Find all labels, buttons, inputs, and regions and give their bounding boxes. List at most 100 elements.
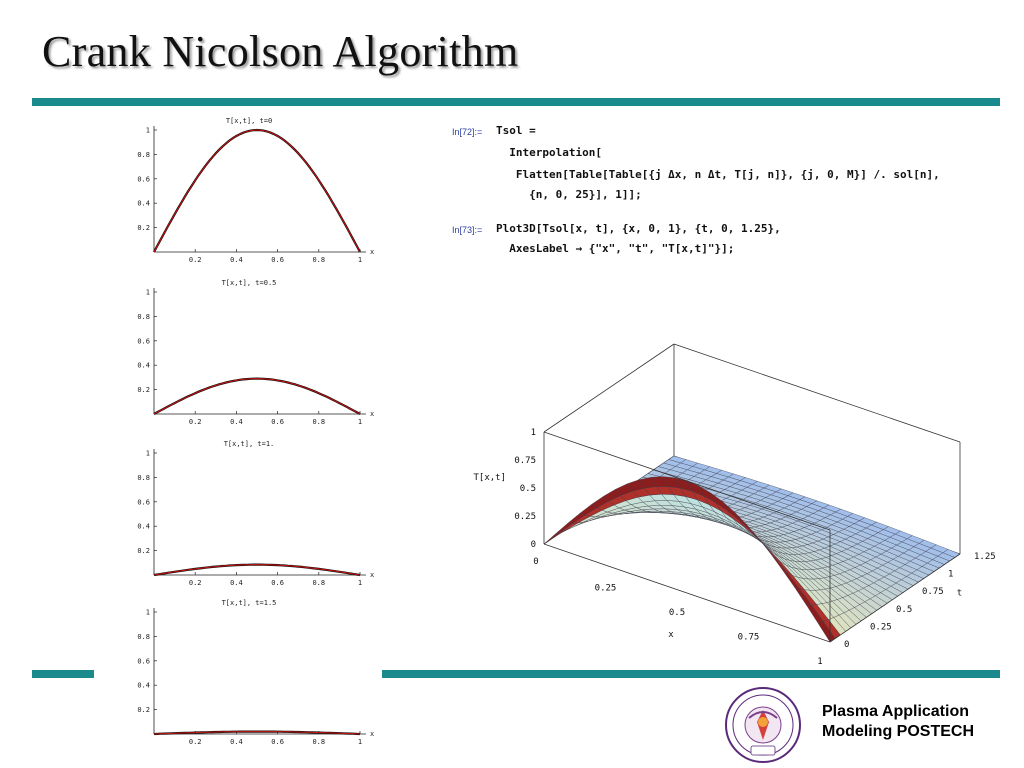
y-tick-label: 0.8 [137, 313, 150, 321]
y-tick-label: 0.4 [137, 682, 150, 690]
plot-title: T[x,t], t=0 [226, 117, 272, 125]
plot-t0-svg: T[x,t], t=00.20.40.60.810.2 0.4 0.6 0.8 1x [137, 117, 374, 264]
x-axis-label: x [370, 730, 374, 738]
organization-name: Plasma Application Modeling POSTECH [822, 702, 974, 742]
code-line: Interpolation[ [496, 146, 602, 159]
cell-prompt-73: In[73]:= [452, 225, 483, 235]
x-tick-label: 1 [358, 579, 362, 587]
y-tick-label: 0.6 [137, 498, 150, 506]
x-tick-label: 0.2 [189, 579, 202, 587]
y-tick-label: 0.8 [137, 474, 150, 482]
plot-title: T[x,t], t=1.5 [222, 599, 277, 607]
y-tick-label: 0.2 [137, 224, 150, 232]
data-line [153, 129, 361, 253]
plot-t05-svg: T[x,t], t=0.50.20.40.60.810.2 0.4 0.6 0.8 1x [137, 279, 374, 426]
x-tick-label: 0.8 [312, 579, 325, 587]
z-tick-label: 0 [531, 540, 536, 550]
y-tick-label: 1 [146, 289, 150, 297]
x-tick-label: 0.4 [230, 738, 243, 746]
x-tick-label: 0.4 [230, 256, 243, 264]
y-tick-label: 0.2 [137, 706, 150, 714]
y-tick-label: 0.6 [137, 175, 150, 183]
t-tick-label: 0.75 [922, 587, 944, 597]
plot-title: T[x,t], t=1. [224, 440, 275, 448]
x-tick-label: 1 [358, 738, 362, 746]
plot-t15-svg: T[x,t], t=1.50.20.40.60.810.2 0.4 0.6 0.8 1x [137, 599, 374, 746]
plot-t1: T[x,t], t=1. 0.2 0.4 0.6 0.8 1 0.2 0.4 0.6 0.8 1 x [118, 437, 380, 587]
notebook-cell-73: In[73]:= Plot3D[Tsol[x, t], {x, 0, 1}, {… [452, 222, 1012, 262]
top-divider [32, 98, 1000, 106]
z-tick-label: 0.75 [514, 456, 536, 466]
y-tick-label: 1 [146, 127, 150, 135]
x-tick-label: 0.75 [738, 633, 760, 643]
z-tick-label: 0.25 [514, 512, 536, 522]
x-axis-label: x [370, 571, 374, 579]
data-line [153, 378, 361, 415]
box-edge [829, 553, 961, 643]
x-tick-label-origin: 0 [533, 557, 538, 567]
notebook-cell-72: In[72]:= Tsol = Interpolation[ Flatten[T… [452, 124, 1012, 204]
box-edge [543, 431, 831, 531]
box-edge [543, 543, 831, 643]
box-edge [543, 343, 675, 433]
x-axis-label: x [668, 630, 674, 640]
t-tick-label: 0.25 [870, 622, 892, 632]
surface-patch [549, 529, 567, 541]
plot-t0: T[x,t], t=0 0.2 0.4 0.6 0.8 1 0.2 0.4 0.6 0.8 1 x [118, 114, 380, 264]
y-tick-label: 0.8 [137, 633, 150, 641]
x-tick-label: 0.6 [271, 579, 284, 587]
data-line-shadow [153, 128, 361, 253]
org-line-2: Modeling POSTECH [822, 723, 974, 740]
y-tick-label: 0.2 [137, 547, 150, 555]
y-tick-label: 0.4 [137, 362, 150, 370]
x-axis-label: x [370, 410, 374, 418]
box-edge [673, 343, 961, 443]
x-tick-label: 0.8 [312, 418, 325, 426]
data-line-shadow [153, 377, 361, 415]
x-tick-label: 0.6 [271, 256, 284, 264]
x-tick-label: 0.8 [312, 256, 325, 264]
t-tick-label: 0.5 [896, 605, 912, 615]
x-tick-label: 0.8 [312, 738, 325, 746]
org-line-1: Plasma Application [822, 703, 969, 720]
z-tick-label: 0.5 [520, 484, 536, 494]
cell-prompt-72: In[72]:= [452, 127, 483, 137]
plot-title: T[x,t], t=0.5 [222, 279, 277, 287]
page-title: Crank Nicolson Algorithm [42, 27, 519, 76]
x-tick-label: 0.6 [271, 738, 284, 746]
surface-plot: 0 0.25 0.5 0.75 1 T[x,t] 0 0.25 0.5 0.75 1 x 0 0.25 0.… [470, 280, 1000, 670]
t-axis-label: t [957, 589, 962, 599]
university-seal-icon [722, 686, 804, 764]
plot-t1-svg: T[x,t], t=1.0.20.40.60.810.2 0.4 0.6 0.8 1x [137, 440, 374, 587]
code-line: Plot3D[Tsol[x, t], {x, 0, 1}, {t, 0, 1.2… [496, 222, 781, 235]
bottom-divider-right [382, 670, 1000, 678]
code-line: Tsol = [496, 124, 536, 137]
x-tick-label: 0.2 [189, 256, 202, 264]
x-tick-label: 0.4 [230, 579, 243, 587]
x-tick-label: 0.2 [189, 418, 202, 426]
t-tick-label: 0 [844, 640, 849, 650]
code-line: {n, 0, 25}], 1]]; [496, 188, 642, 201]
x-tick-label: 0.25 [595, 584, 617, 594]
code-line: Flatten[Table[Table[{j Δx, n Δt, T[j, n]… [496, 168, 940, 181]
y-tick-label: 1 [146, 609, 150, 617]
z-tick-label: 1 [531, 428, 536, 438]
plot-t15: T[x,t], t=1.5 0.2 0.4 0.6 0.8 1 0.2 0.4 0.6 0.8 1 x [118, 596, 380, 746]
x-axis-label: x [370, 248, 374, 256]
y-tick-label: 1 [146, 450, 150, 458]
y-tick-label: 0.4 [137, 523, 150, 531]
x-tick-label: 1 [817, 657, 822, 667]
code-line: AxesLabel → {"x", "t", "T[x,t]"}]; [496, 242, 735, 255]
x-tick-label: 1 [358, 418, 362, 426]
x-tick-label: 1 [358, 256, 362, 264]
y-tick-label: 0.2 [137, 386, 150, 394]
x-tick-label: 0.6 [271, 418, 284, 426]
bottom-divider-left [32, 670, 94, 678]
plot-t05: T[x,t], t=0.5 0.2 0.4 0.6 0.8 1 0.2 0.4 0.6 0.8 1 x [118, 276, 380, 426]
data-line [153, 564, 361, 576]
surface-patch [543, 531, 562, 545]
y-tick-label: 0.8 [137, 151, 150, 159]
x-tick-label: 0.2 [189, 738, 202, 746]
data-line [153, 731, 361, 735]
t-tick-label: 1 [948, 570, 953, 580]
